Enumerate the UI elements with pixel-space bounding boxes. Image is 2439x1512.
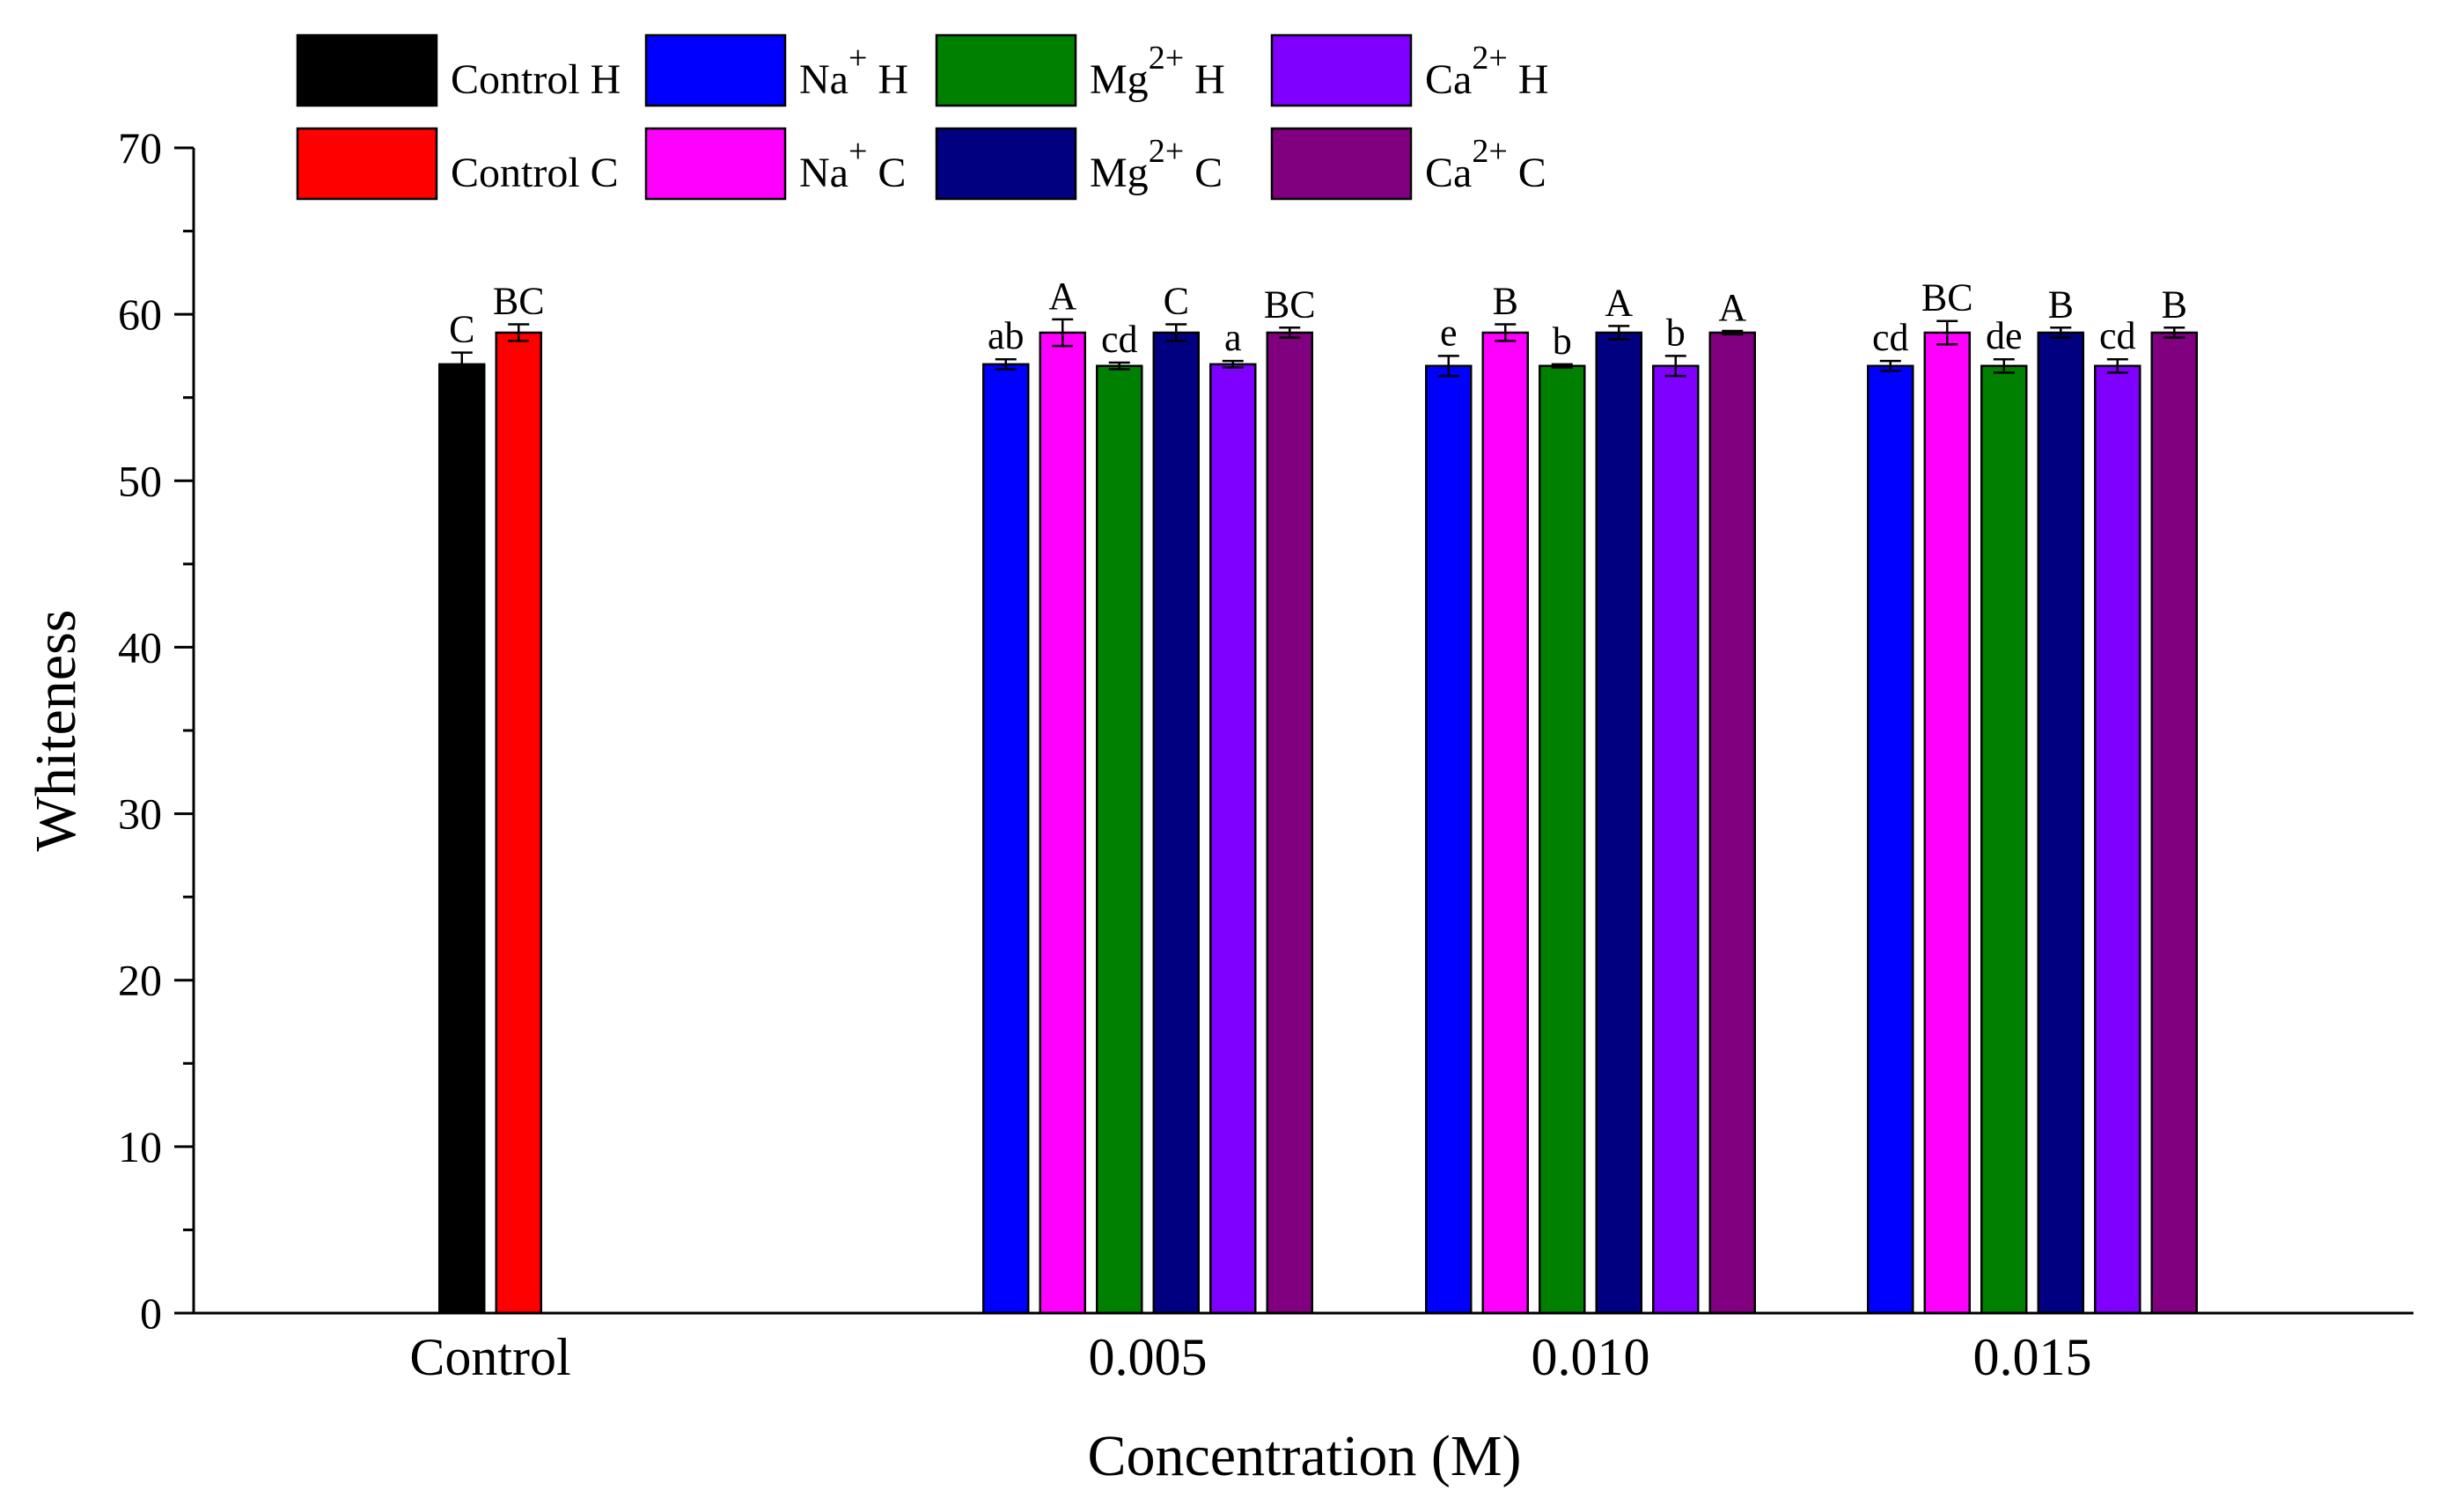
legend-label: Control H bbox=[451, 56, 621, 103]
significance-letter: cd bbox=[1872, 316, 1909, 359]
significance-letter: e bbox=[1440, 311, 1458, 354]
bar bbox=[1923, 331, 1971, 1315]
x-category-label: 0.010 bbox=[1532, 1328, 1650, 1386]
significance-letter: b bbox=[1666, 311, 1686, 354]
legend-swatch bbox=[1270, 33, 1413, 107]
legend-item: Mg2+ C bbox=[935, 127, 1223, 201]
y-tick-label: 20 bbox=[118, 956, 162, 1005]
significance-letter: C bbox=[1164, 279, 1189, 322]
y-tick-label: 50 bbox=[118, 456, 162, 505]
significance-letter: BC bbox=[1264, 283, 1316, 326]
x-category-label: Control bbox=[409, 1328, 570, 1386]
significance-letter: cd bbox=[1101, 318, 1138, 361]
significance-letter: B bbox=[1493, 279, 1518, 322]
y-tick-label: 30 bbox=[118, 789, 162, 839]
significance-letter: A bbox=[1605, 281, 1633, 324]
y-tick-label: 40 bbox=[118, 622, 162, 672]
significance-letter: cd bbox=[2099, 314, 2136, 357]
y-tick-label: 60 bbox=[118, 290, 162, 339]
legend-swatch bbox=[935, 127, 1077, 201]
axes: 0 10 20 30 40 50 60 70 bbox=[118, 123, 2413, 1338]
bar bbox=[1867, 364, 1914, 1315]
significance-letter: A bbox=[1048, 275, 1076, 318]
bar bbox=[1096, 364, 1143, 1315]
bar bbox=[1039, 331, 1086, 1315]
bar-group: cd BC de Bcd B bbox=[1867, 276, 2198, 1315]
bar bbox=[1266, 331, 1313, 1315]
legend-item: Control C bbox=[296, 127, 619, 201]
x-category-label: 0.015 bbox=[1973, 1328, 2092, 1386]
significance-letter: a bbox=[1224, 316, 1242, 359]
bar bbox=[1539, 364, 1586, 1315]
legend-swatch bbox=[644, 33, 787, 107]
significance-letter: B bbox=[2048, 283, 2074, 326]
legend-label: Control C bbox=[451, 150, 619, 196]
bar bbox=[982, 363, 1030, 1315]
bar bbox=[1708, 331, 1756, 1315]
significance-letter: ab bbox=[988, 314, 1025, 357]
legend-item: Ca2+ H bbox=[1270, 33, 1548, 107]
bar bbox=[495, 331, 542, 1315]
y-tick-label: 10 bbox=[118, 1122, 162, 1171]
bar bbox=[1481, 331, 1529, 1315]
bar-group: C BC bbox=[438, 279, 545, 1315]
significance-letter: B bbox=[2162, 283, 2187, 326]
legend-item: Mg2+ H bbox=[935, 33, 1225, 107]
significance-letter: C bbox=[449, 308, 474, 351]
legend-swatch bbox=[1270, 127, 1413, 201]
bar bbox=[1425, 364, 1473, 1315]
legend-label: Na+ H bbox=[799, 40, 908, 103]
bar bbox=[2094, 364, 2141, 1315]
legend-item: Na+ H bbox=[644, 33, 908, 107]
y-tick-label: 70 bbox=[118, 123, 162, 172]
bar bbox=[438, 363, 486, 1315]
bar bbox=[1652, 364, 1700, 1315]
significance-letter: BC bbox=[1921, 276, 1973, 319]
legend-label: Mg2+ C bbox=[1090, 133, 1223, 196]
legend-label: Ca2+ C bbox=[1425, 133, 1546, 196]
legend-label: Mg2+ H bbox=[1090, 40, 1225, 103]
bar-series: CBCControlabAcdCaBC0.005eBbAbA0.010cdBCd… bbox=[409, 275, 2198, 1386]
bar bbox=[1209, 363, 1257, 1315]
bar bbox=[2150, 331, 2198, 1315]
legend-label: Ca2+ H bbox=[1425, 40, 1548, 103]
y-tick-label: 0 bbox=[140, 1288, 162, 1338]
legend-label: Na+ C bbox=[799, 133, 906, 196]
y-axis-title: Whiteness bbox=[24, 610, 88, 852]
x-category-label: 0.005 bbox=[1089, 1328, 1208, 1386]
bar bbox=[1595, 331, 1642, 1315]
significance-letter: A bbox=[1718, 286, 1746, 329]
bar-group: ab Acd Ca BC bbox=[982, 275, 1316, 1315]
bar bbox=[1152, 331, 1200, 1315]
significance-letter: b bbox=[1553, 319, 1572, 363]
chart-legend: Control H Control C Na+ H Na+ C Mg2+ H Mg2+ C… bbox=[296, 33, 1548, 201]
legend-item: Control H bbox=[296, 33, 621, 107]
significance-letter: de bbox=[1986, 314, 2023, 357]
legend-item: Na+ C bbox=[644, 127, 906, 201]
legend-swatch bbox=[644, 127, 787, 201]
legend-swatch bbox=[296, 33, 438, 107]
legend-item: Ca2+ C bbox=[1270, 127, 1546, 201]
significance-letter: BC bbox=[493, 279, 545, 322]
legend-swatch bbox=[296, 127, 438, 201]
bar bbox=[1980, 364, 2028, 1315]
legend-swatch bbox=[935, 33, 1077, 107]
x-axis-title: Concentration (M) bbox=[1087, 1424, 1521, 1488]
bar bbox=[2037, 331, 2084, 1315]
